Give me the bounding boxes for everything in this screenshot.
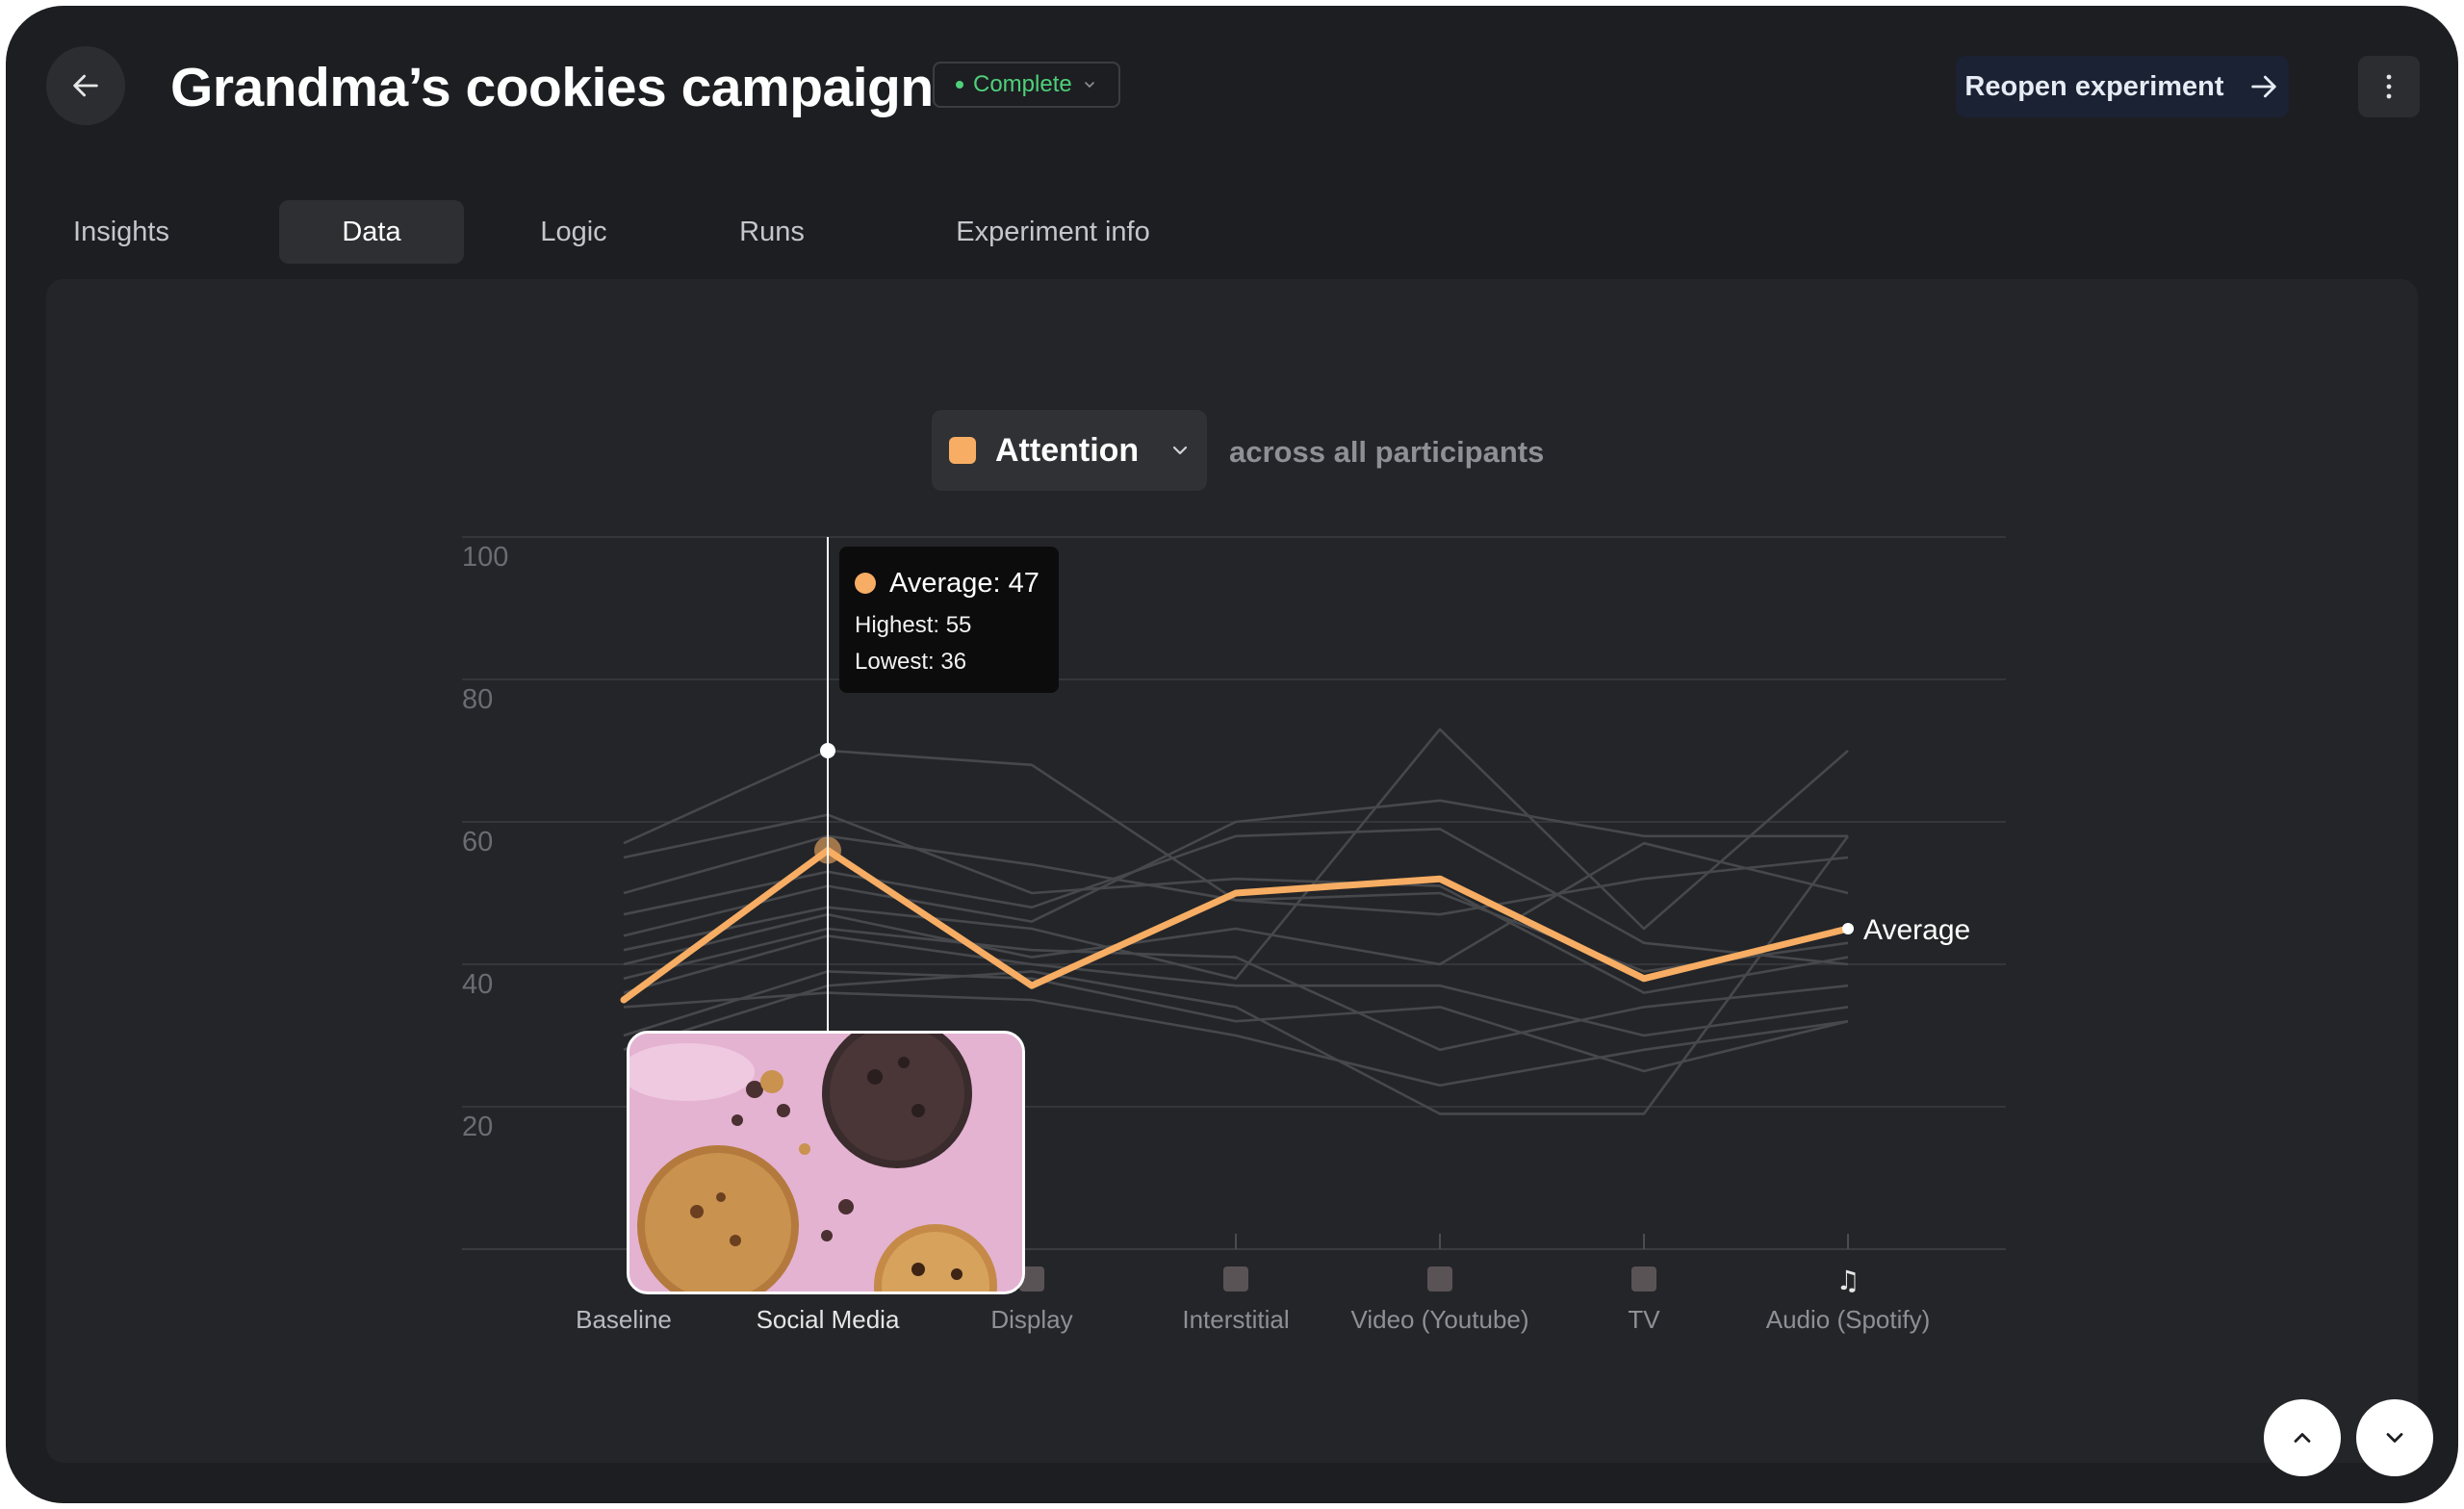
metric-caption: across all participants (1229, 435, 1545, 469)
y-tick-label: 60 (462, 827, 493, 857)
tooltip-lowest: Lowest: 36 (855, 649, 967, 675)
chevron-down-icon (1084, 82, 1094, 88)
series-label: Average (1863, 914, 1970, 946)
stimulus-thumb-icon (1019, 1266, 1044, 1292)
participant-line (623, 749, 1849, 973)
metric-color-swatch (949, 437, 976, 464)
stimulus-preview-image (627, 1031, 1025, 1294)
data-tooltip: Average: 47 Highest: 55 Lowest: 36 (839, 547, 1059, 693)
x-tick-label: Social Media (757, 1305, 900, 1334)
tooltip-dot (855, 573, 876, 594)
x-tick-label: Video (Youtube) (1350, 1305, 1528, 1334)
arrow-right-icon (2250, 75, 2276, 98)
metric-label: Attention (995, 431, 1140, 469)
stimulus-thumb-icon (1427, 1266, 1452, 1292)
y-tick-label: 80 (462, 684, 493, 715)
chevron-down-icon (1172, 446, 1188, 455)
page-title: Grandma’s cookies campaign (170, 57, 934, 118)
x-tick-label: Baseline (576, 1305, 672, 1334)
music-note-icon: ♫ (1835, 1265, 1860, 1296)
tab-logic[interactable]: Logic (540, 216, 607, 247)
more-options-button[interactable] (2358, 56, 2420, 117)
average-end-point (1842, 923, 1854, 934)
kebab-icon (2386, 74, 2392, 99)
y-tick-label: 20 (462, 1112, 493, 1142)
hover-layer (820, 537, 835, 1036)
x-tick-label: Display (990, 1305, 1072, 1334)
tooltip-average: Average: 47 (889, 567, 1040, 599)
status-dot (956, 81, 963, 89)
app-window: Grandma’s cookies campaign Complete Reop… (6, 6, 2458, 1503)
tab-insights[interactable]: Insights (73, 216, 169, 247)
reopen-label: Reopen experiment (1964, 70, 2224, 102)
scroll-up-button[interactable] (2264, 1399, 2341, 1476)
attention-line-chart: 20 40 60 80 100 Average Baseline Social Media… (462, 536, 2006, 1334)
tab-experiment-info[interactable]: Experiment info (956, 216, 1150, 247)
hover-point (820, 743, 835, 758)
arrow-left-icon (73, 74, 98, 97)
scroll-down-button[interactable] (2356, 1399, 2433, 1476)
x-axis: Baseline Social Media Display Interstitial V… (576, 1234, 1930, 1334)
chevron-down-icon (2386, 1433, 2403, 1443)
x-tick-label: TV (1628, 1305, 1660, 1334)
chevron-up-icon (2294, 1433, 2311, 1443)
x-tick-label: Interstitial (1182, 1305, 1289, 1334)
metric-dropdown[interactable]: Attention (932, 410, 1207, 491)
stimulus-thumb-icon (1223, 1266, 1248, 1292)
tab-bar: Insights Data Logic Runs Experiment info (6, 200, 1257, 264)
tooltip-highest: Highest: 55 (855, 612, 972, 638)
status-label: Complete (973, 71, 1072, 97)
tab-data[interactable]: Data (279, 200, 464, 264)
reopen-experiment-button[interactable]: Reopen experiment (1956, 56, 2289, 117)
cookies-photo (629, 1034, 1022, 1292)
back-button[interactable] (46, 46, 125, 125)
data-panel (46, 279, 2418, 1463)
tab-runs[interactable]: Runs (739, 216, 805, 247)
average-series: Average (620, 836, 1970, 1004)
status-dropdown[interactable]: Complete (933, 62, 1120, 108)
stimulus-thumb-icon (1631, 1266, 1656, 1292)
x-tick-label: Audio (Spotify) (1766, 1305, 1931, 1334)
y-tick-label: 100 (462, 542, 508, 573)
y-tick-label: 40 (462, 969, 493, 1000)
